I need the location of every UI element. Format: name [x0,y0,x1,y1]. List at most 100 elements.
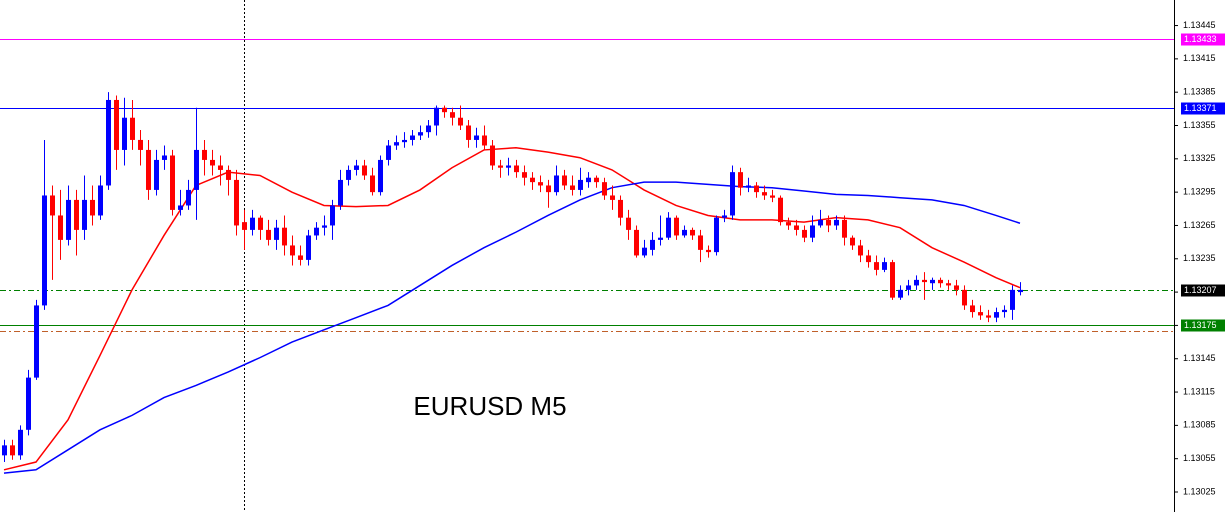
candle-body [178,205,183,210]
candle-body [634,229,639,256]
candle-body [482,135,487,146]
candle-body [578,179,583,190]
candle-body [210,159,215,166]
candle-body [122,117,127,150]
price-level-tag [1181,284,1225,297]
candle-body [1010,289,1015,310]
candle-body [866,255,871,263]
candle-body [194,149,199,190]
candle-body [434,107,439,126]
candle-body [394,142,399,146]
candle-body [514,165,519,173]
price-level-label: 1.13175 [1184,320,1217,330]
candle-body [898,289,903,298]
candle-body [234,179,239,226]
candle-body [698,235,703,250]
candle-body [138,139,143,150]
candle-body [682,229,687,236]
candle-body [146,149,151,190]
candle-body [282,227,287,246]
candle-body [762,192,767,196]
candle-body [930,279,935,284]
candle-body [130,117,135,140]
candle-body [362,165,367,176]
candle-body [378,159,383,193]
price-level-label: 1.13371 [1184,103,1217,113]
candle-body [786,222,791,226]
candle-body [962,289,967,306]
candle-body [306,235,311,260]
candle-body [1018,289,1023,293]
price-level-tag [1181,102,1225,115]
candle-body [730,172,735,216]
candle-body [674,217,679,236]
candle-body [298,255,303,260]
y-tick-label: 1.13085 [1183,420,1216,430]
y-tick-label: 1.13265 [1183,220,1216,230]
candle-body [2,445,7,456]
candle-body [82,199,87,230]
moving-average [3,181,1021,474]
candle-body [978,312,983,316]
candle-body [290,245,295,256]
candle-body [226,169,231,180]
candle-body [602,182,607,196]
candle-body [642,247,647,256]
price-level-label: 1.13207 [1184,285,1217,295]
candle-body [586,177,591,183]
candle-body [154,159,159,190]
candle-body [162,155,167,160]
candle-body [1002,309,1007,313]
candle-body [970,305,975,313]
candle-body [34,305,39,378]
candle-body [778,197,783,223]
y-tick-label: 1.13055 [1183,453,1216,463]
candle-body [410,135,415,140]
candle-body [522,172,527,178]
candle-body [106,99,111,186]
candle-body [338,179,343,206]
candle-body [402,139,407,143]
candle-body [666,217,671,238]
candle-body [770,195,775,198]
y-tick-label: 1.13415 [1183,53,1216,63]
candle-body [202,149,207,160]
price-level-tag [1181,319,1225,332]
price-level-tag [1181,33,1225,46]
candle-body [714,217,719,253]
y-tick-label: 1.13445 [1183,20,1216,30]
y-tick-label: 1.13385 [1183,87,1216,97]
candle-body [530,177,535,183]
moving-average [3,146,1021,471]
candle-body [650,239,655,250]
candle-body [370,175,375,193]
candle-body [826,219,831,226]
y-tick-label: 1.13145 [1183,353,1216,363]
y-tick-label: 1.13235 [1183,253,1216,263]
candle-body [834,219,839,226]
candle-body [74,199,79,230]
candle-body [890,262,895,298]
candle-body [842,219,847,238]
candle-body [266,229,271,240]
candle-body [42,195,47,306]
candle-body [90,199,95,216]
candle-body [570,185,575,190]
candle-body [938,279,943,284]
candle-body [746,185,751,188]
candle-body [186,189,191,206]
candle-body [490,145,495,166]
candle-body [810,225,815,238]
candle-body [874,262,879,270]
candle-body [818,219,823,226]
candle-body [26,377,31,430]
candle-body [914,279,919,286]
candle-body [498,165,503,168]
candle-body [626,217,631,230]
candle-body [546,185,551,193]
candle-body [562,175,567,186]
candle-body [458,117,463,126]
y-tick-label: 1.13325 [1183,153,1216,163]
symbol-label: EURUSD M5 [413,391,566,421]
